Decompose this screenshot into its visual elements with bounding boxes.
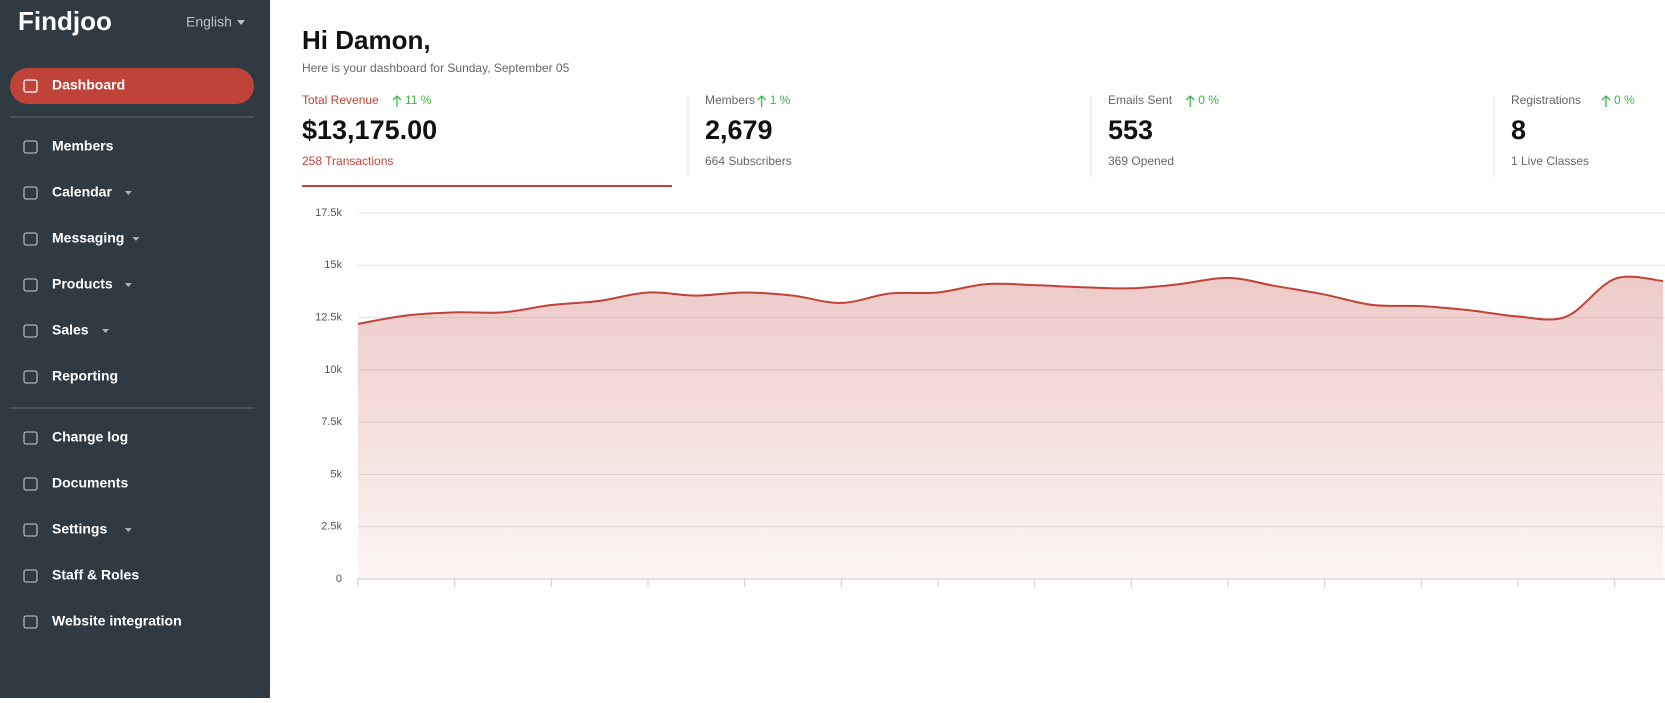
- y-tick-label: 15k: [324, 259, 342, 271]
- nav-icon: [23, 569, 38, 583]
- stat-label[interactable]: Total Revenue: [302, 93, 379, 107]
- nav-item[interactable]: Website integration: [52, 613, 182, 629]
- stat-sub: 1 Live Classes: [1511, 154, 1589, 168]
- dropdown-caret: [132, 237, 140, 241]
- nav-icon: [23, 232, 38, 246]
- nav-item[interactable]: Members: [52, 138, 114, 154]
- active-pill: [10, 68, 254, 104]
- greeting: Hi Damon,: [302, 25, 431, 55]
- stat-value: 553: [1108, 115, 1153, 145]
- area: [358, 276, 1663, 579]
- nav-item[interactable]: Change log: [52, 429, 128, 445]
- y-tick-label: 10k: [324, 364, 342, 376]
- nav-icon: [23, 140, 38, 154]
- nav-icon: [23, 79, 38, 93]
- up-arrow: [392, 95, 402, 107]
- caret: [237, 20, 245, 25]
- stat-label[interactable]: Emails Sent: [1108, 93, 1173, 107]
- stat-label[interactable]: Members: [705, 93, 755, 107]
- y-tick-label: 5k: [330, 468, 342, 480]
- nav-item[interactable]: Reporting: [52, 368, 118, 384]
- nav-item[interactable]: Messaging: [52, 230, 124, 246]
- stat-sub: 369 Opened: [1108, 154, 1174, 168]
- nav-item[interactable]: Dashboard: [52, 77, 125, 93]
- nav-icon: [23, 370, 38, 384]
- nav-item[interactable]: Settings: [52, 521, 107, 537]
- nav-item[interactable]: Products: [52, 276, 113, 292]
- y-tick-label: 0: [336, 573, 342, 585]
- stat-value: 2,679: [705, 115, 773, 145]
- nav-item[interactable]: Calendar: [52, 184, 112, 200]
- stat-sub: 664 Subscribers: [705, 154, 792, 168]
- up-arrow: [1185, 95, 1195, 107]
- subtitle: Here is your dashboard for Sunday, Septe…: [302, 61, 570, 75]
- brand[interactable]: Findjoo: [18, 6, 112, 36]
- stat-change: 11 %: [405, 93, 432, 107]
- language-select[interactable]: English: [186, 14, 232, 30]
- nav-item[interactable]: Documents: [52, 475, 128, 491]
- stat-change: 1 %: [770, 93, 791, 107]
- y-tick-label: 2.5k: [321, 521, 342, 533]
- nav-icon: [23, 186, 38, 200]
- y-tick-label: 7.5k: [321, 416, 342, 428]
- y-tick-label: 12.5k: [315, 311, 342, 323]
- stat-change: 0 %: [1614, 93, 1635, 107]
- nav-icon: [23, 523, 38, 537]
- stat-label[interactable]: Registrations: [1511, 93, 1581, 107]
- nav-icon: [23, 431, 38, 445]
- dropdown-caret: [124, 191, 132, 195]
- up-arrow: [757, 95, 767, 107]
- dropdown-caret: [124, 528, 132, 532]
- stat-sub: 258 Transactions: [302, 154, 393, 168]
- nav-icon: [23, 324, 38, 338]
- nav-icon: [23, 278, 38, 292]
- dropdown-caret: [102, 329, 110, 333]
- sidebar: [0, 0, 270, 698]
- stat-change: 0 %: [1198, 93, 1219, 107]
- stat-value: 8: [1511, 115, 1526, 145]
- dropdown-caret: [124, 283, 132, 287]
- stat-value: $13,175.00: [302, 115, 437, 145]
- nav-item[interactable]: Staff & Roles: [52, 567, 139, 583]
- nav-icon: [23, 615, 38, 629]
- nav-item[interactable]: Sales: [52, 322, 89, 338]
- y-tick-label: 17.5k: [315, 207, 342, 219]
- up-arrow: [1601, 95, 1611, 107]
- line: [357, 275, 1664, 325]
- nav-icon: [23, 477, 38, 491]
